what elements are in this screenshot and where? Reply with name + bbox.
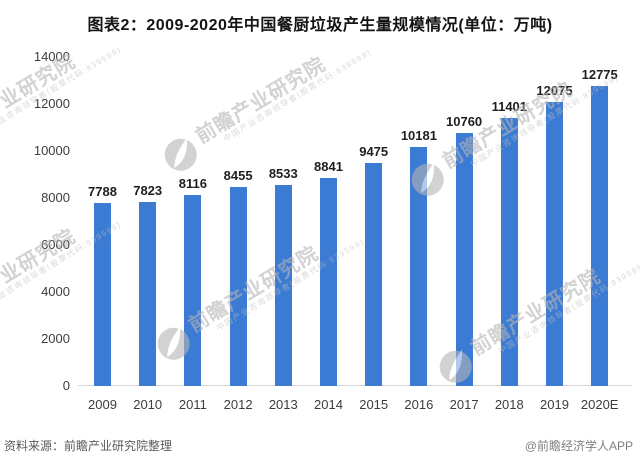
bar <box>229 187 247 386</box>
x-tick-label: 2011 <box>178 397 207 412</box>
x-axis-line <box>78 385 632 386</box>
y-tick-label: 10000 <box>33 143 70 158</box>
y-tick-label: 12000 <box>33 96 70 111</box>
bar-value-label: 9475 <box>359 144 389 160</box>
bar <box>365 163 383 386</box>
bar <box>320 178 337 386</box>
bar-value-label: 7788 <box>88 183 117 199</box>
y-tick-label: 14000 <box>33 49 70 64</box>
bar <box>94 202 111 386</box>
x-tick-label: 2018 <box>494 397 524 412</box>
x-tick-label: 2016 <box>404 397 434 412</box>
bar-value-label: 10181 <box>400 127 437 143</box>
bar <box>184 195 202 386</box>
bar-value-label: 12775 <box>581 66 618 82</box>
source-note: 资料来源：前瞻产业研究院整理 <box>4 439 173 453</box>
x-tick-label: 2020E <box>580 397 619 412</box>
x-tick-label: 2010 <box>133 397 163 412</box>
bar-value-label: 10760 <box>446 114 483 130</box>
bar-value-label: 8116 <box>178 176 207 192</box>
y-tick-label: 4000 <box>41 284 70 299</box>
bar <box>455 133 473 386</box>
y-tick-label: 0 <box>62 378 70 393</box>
bar <box>274 185 292 386</box>
x-tick-label: 2015 <box>359 397 389 412</box>
x-tick-label: 2017 <box>449 397 479 412</box>
bar-value-label: 11401 <box>491 99 528 115</box>
bar-value-label: 12075 <box>536 83 573 99</box>
y-tick-label: 6000 <box>41 237 70 252</box>
bar-value-label: 8841 <box>314 159 343 175</box>
chart-title: 图表2：2009-2020年中国餐厨垃圾产生量规模情况(单位：万吨) <box>87 17 553 34</box>
bar <box>410 146 428 386</box>
bar-value-label: 7823 <box>133 183 163 199</box>
y-tick-label: 2000 <box>41 331 70 346</box>
bar <box>139 202 157 386</box>
bar <box>591 85 609 386</box>
x-tick-label: 2009 <box>88 397 117 412</box>
bar-value-label: 8533 <box>268 166 298 182</box>
x-tick-label: 2019 <box>540 397 569 412</box>
bar <box>500 118 518 386</box>
footer: 资料来源：前瞻产业研究院整理 @前瞻经济学人APP <box>4 437 633 454</box>
bar-value-label: 8455 <box>223 168 253 184</box>
bar <box>546 102 563 386</box>
y-tick-label: 8000 <box>41 190 70 205</box>
x-tick-label: 2012 <box>223 397 253 412</box>
x-tick-label: 2013 <box>268 397 298 412</box>
x-tick-label: 2014 <box>314 397 343 412</box>
credit-note: @前瞻经济学人APP <box>524 439 633 453</box>
